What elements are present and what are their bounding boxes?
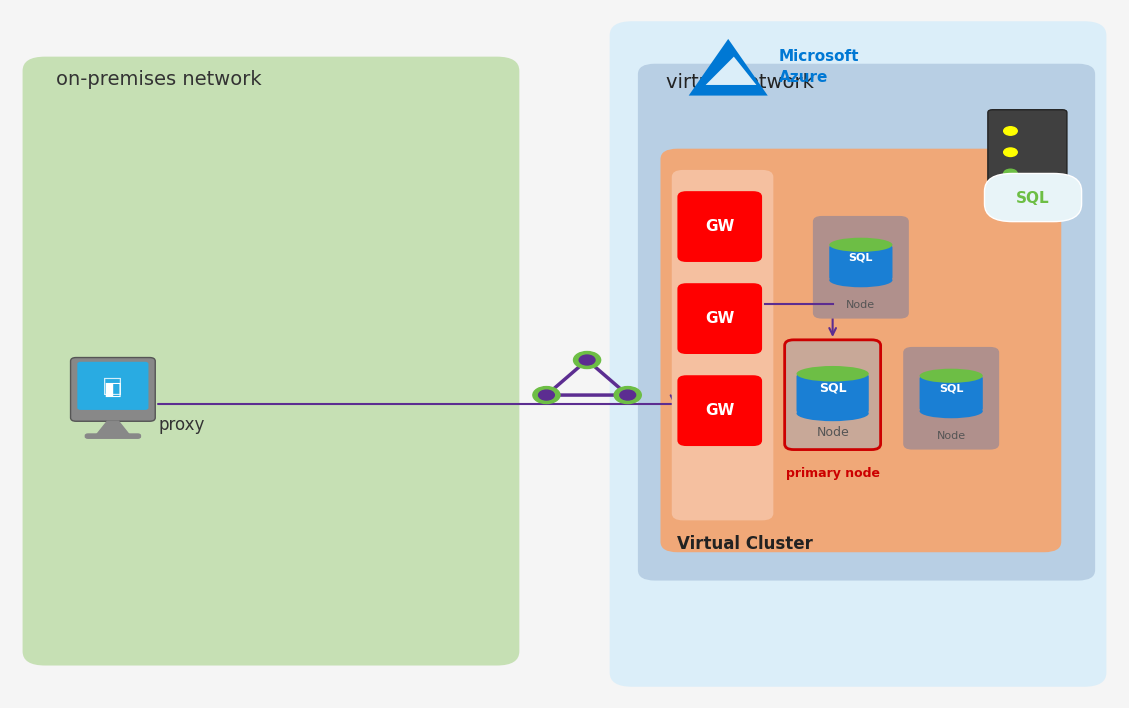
Text: primary node: primary node bbox=[786, 467, 879, 480]
FancyBboxPatch shape bbox=[796, 374, 868, 413]
Text: SQL: SQL bbox=[1016, 190, 1050, 206]
FancyBboxPatch shape bbox=[660, 149, 1061, 552]
Text: on-premises network: on-premises network bbox=[56, 70, 262, 89]
Text: SQL: SQL bbox=[939, 384, 963, 394]
FancyBboxPatch shape bbox=[988, 110, 1067, 202]
Polygon shape bbox=[96, 421, 130, 435]
FancyBboxPatch shape bbox=[23, 57, 519, 666]
FancyBboxPatch shape bbox=[677, 191, 762, 262]
Text: GW: GW bbox=[704, 403, 735, 418]
Text: GW: GW bbox=[704, 219, 735, 234]
FancyBboxPatch shape bbox=[903, 347, 999, 450]
Circle shape bbox=[579, 355, 595, 365]
FancyBboxPatch shape bbox=[813, 216, 909, 319]
Polygon shape bbox=[689, 39, 768, 96]
Circle shape bbox=[1004, 127, 1017, 135]
Ellipse shape bbox=[829, 238, 892, 252]
FancyBboxPatch shape bbox=[785, 340, 881, 450]
Circle shape bbox=[1004, 169, 1017, 178]
Text: Microsoft: Microsoft bbox=[779, 49, 859, 64]
Text: GW: GW bbox=[704, 311, 735, 326]
FancyBboxPatch shape bbox=[677, 375, 762, 446]
Circle shape bbox=[620, 390, 636, 400]
Circle shape bbox=[533, 387, 560, 404]
Circle shape bbox=[539, 390, 554, 400]
Ellipse shape bbox=[796, 366, 869, 382]
Text: proxy: proxy bbox=[158, 416, 204, 434]
Polygon shape bbox=[706, 57, 756, 85]
Text: Node: Node bbox=[937, 431, 965, 441]
Ellipse shape bbox=[920, 404, 982, 418]
Text: □: □ bbox=[103, 376, 123, 396]
Text: Azure: Azure bbox=[779, 70, 829, 86]
Text: Node: Node bbox=[847, 300, 875, 310]
Ellipse shape bbox=[920, 369, 982, 383]
FancyBboxPatch shape bbox=[85, 433, 141, 439]
Circle shape bbox=[1004, 148, 1017, 156]
FancyBboxPatch shape bbox=[638, 64, 1095, 581]
FancyBboxPatch shape bbox=[920, 376, 982, 411]
FancyBboxPatch shape bbox=[677, 283, 762, 354]
FancyBboxPatch shape bbox=[610, 21, 1106, 687]
Circle shape bbox=[614, 387, 641, 404]
Ellipse shape bbox=[829, 273, 892, 287]
FancyBboxPatch shape bbox=[829, 245, 893, 280]
Text: ◧: ◧ bbox=[104, 380, 122, 399]
FancyBboxPatch shape bbox=[984, 173, 1082, 222]
FancyBboxPatch shape bbox=[672, 170, 773, 520]
Text: SQL: SQL bbox=[849, 253, 873, 263]
Text: Virtual Cluster: Virtual Cluster bbox=[677, 535, 813, 552]
Ellipse shape bbox=[796, 406, 869, 421]
FancyBboxPatch shape bbox=[77, 362, 149, 410]
FancyBboxPatch shape bbox=[70, 358, 156, 421]
Text: Node: Node bbox=[816, 426, 849, 439]
Text: virtual network: virtual network bbox=[666, 74, 814, 93]
Text: SQL: SQL bbox=[819, 382, 847, 394]
Circle shape bbox=[574, 351, 601, 368]
